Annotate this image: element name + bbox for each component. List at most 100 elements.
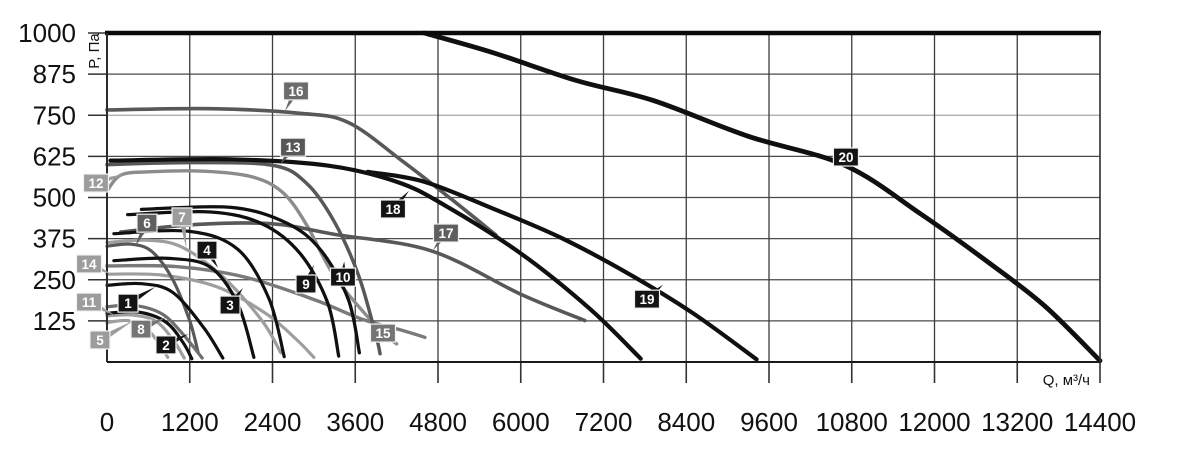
curve-label-9: 9 [295, 264, 317, 294]
curve-label-8: 8 [130, 316, 167, 339]
curve-15 [105, 263, 427, 340]
y-axis-title: P, Па [86, 33, 103, 69]
curve-label-12: 12 [82, 173, 125, 193]
plot-frame [105, 30, 1101, 363]
label-box [633, 289, 661, 309]
label-number: 6 [143, 216, 151, 231]
curves [105, 30, 1103, 364]
curve-label-13: 13 [279, 137, 307, 165]
label-number: 17 [438, 226, 453, 241]
label-box [82, 173, 110, 193]
label-box [136, 213, 158, 233]
curve-label-20: 20 [832, 147, 860, 167]
y-tick-label-500: 500 [33, 183, 76, 213]
curve-16 [105, 106, 498, 237]
curve-label-18: 18 [379, 190, 409, 219]
y-tick-label-875: 875 [33, 59, 76, 89]
x-tick-label-1200: 1200 [161, 407, 219, 437]
curve-label-1: 1 [117, 286, 156, 313]
label-number: 20 [838, 150, 853, 165]
curve-label-16: 16 [282, 81, 310, 111]
label-box [279, 137, 307, 157]
y-tick-label-750: 750 [33, 100, 76, 130]
curve-label-15: 15 [369, 322, 397, 343]
label-number: 9 [302, 277, 310, 292]
x-tick-label-12000: 12000 [898, 407, 970, 437]
curve-label-3: 3 [219, 287, 243, 315]
label-box [432, 223, 460, 243]
label-number: 13 [285, 140, 301, 155]
label-box [130, 319, 152, 339]
label-number: 1 [124, 296, 132, 311]
label-number: 18 [385, 202, 401, 217]
y-tick-label-125: 125 [33, 306, 76, 336]
label-box [295, 274, 317, 294]
label-box [171, 207, 193, 227]
curve-label-7: 7 [171, 207, 193, 248]
label-box [196, 240, 218, 260]
curve-14 [105, 272, 316, 359]
curve-label-10: 10 [329, 261, 357, 287]
label-box [89, 330, 111, 350]
label-number: 14 [81, 257, 97, 272]
curve-label-17: 17 [432, 223, 460, 251]
label-number: 10 [335, 270, 350, 285]
curve-label-4: 4 [196, 240, 219, 268]
x-tick-label-4800: 4800 [409, 407, 467, 437]
curve-4 [112, 228, 286, 359]
label-box [75, 292, 103, 312]
curve-label-5: 5 [89, 320, 133, 350]
y-tick-label-250: 250 [33, 265, 76, 295]
x-tick-label-6000: 6000 [492, 407, 550, 437]
label-number: 12 [88, 176, 103, 191]
label-number: 3 [226, 298, 234, 313]
curve-label-14: 14 [75, 254, 112, 275]
label-number: 8 [137, 322, 145, 337]
label-number: 4 [203, 243, 211, 258]
label-number: 2 [162, 338, 170, 353]
label-box [282, 81, 310, 101]
curve-20 [421, 30, 1103, 364]
x-tick-label-3600: 3600 [326, 407, 384, 437]
y-tick-label-625: 625 [33, 141, 76, 171]
label-number: 7 [178, 210, 186, 225]
x-tick-label-9600: 9600 [740, 407, 798, 437]
x-tick-label-10800: 10800 [816, 407, 888, 437]
curve-19 [365, 169, 759, 362]
label-box [75, 254, 103, 274]
x-tick-label-13200: 13200 [981, 407, 1053, 437]
x-tick-label-0: 0 [100, 407, 114, 437]
tick-marks [88, 32, 1101, 383]
y-tick-label-1000: 1000 [18, 18, 76, 48]
x-axis-title: Q, м³/ч [1043, 372, 1090, 389]
label-box [219, 295, 241, 315]
label-number: 5 [96, 333, 104, 348]
curve-18 [108, 157, 643, 361]
curve-10 [139, 205, 362, 355]
label-box [155, 335, 177, 355]
y-tick-label-375: 375 [33, 224, 76, 254]
label-box [117, 293, 139, 313]
label-number: 16 [288, 84, 304, 99]
curve-12 [105, 169, 399, 346]
x-tick-label-14400: 14400 [1064, 407, 1136, 437]
curve-6 [105, 242, 200, 354]
curve-label-11: 11 [75, 292, 116, 316]
label-box [832, 147, 860, 167]
label-box [379, 199, 407, 219]
label-number: 11 [82, 295, 97, 310]
label-box [369, 323, 397, 343]
curve-17 [118, 221, 587, 323]
curve-label-6: 6 [134, 213, 158, 247]
curve-3 [112, 256, 256, 359]
label-number: 15 [375, 326, 391, 341]
label-box [329, 267, 357, 287]
x-tick-label-8400: 8400 [657, 407, 715, 437]
label-number: 19 [639, 292, 654, 307]
curve-label-19: 19 [633, 284, 664, 309]
curve-1 [105, 281, 225, 360]
curve-label-2: 2 [155, 334, 189, 355]
